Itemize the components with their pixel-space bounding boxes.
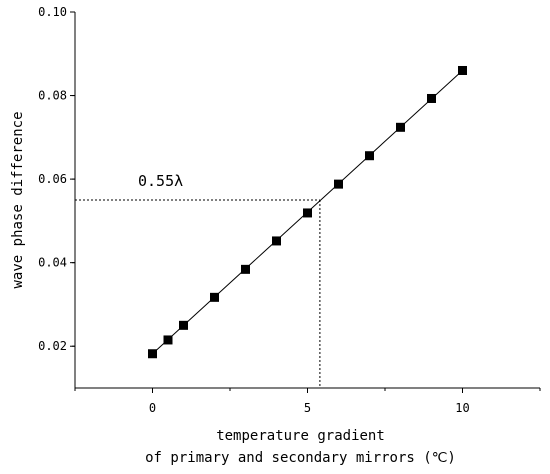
data-point	[163, 335, 173, 345]
reference-lines: 0.55λ	[75, 172, 321, 388]
x-axis-title-line2: of primary and secondary mirrors (℃)	[145, 450, 456, 466]
y-axis-title: wave phase difference	[10, 111, 26, 288]
data-points	[148, 65, 467, 359]
x-axis-title-line1: temperature gradient	[216, 428, 385, 444]
x-tick-label: 0	[149, 401, 156, 415]
y-tick-label: 0.02	[38, 339, 67, 353]
data-point	[241, 264, 250, 274]
labels: temperature gradient of primary and secon…	[10, 111, 456, 466]
y-tick-label: 0.06	[38, 172, 67, 186]
x-tick-label: 10	[455, 401, 469, 415]
data-point	[148, 349, 157, 359]
data-point	[334, 179, 343, 189]
data-point	[272, 236, 281, 246]
data-point	[396, 122, 405, 132]
x-tick-label: 5	[304, 401, 311, 415]
y-tick-label: 0.08	[38, 89, 67, 103]
data-point	[179, 320, 188, 330]
ticks: 0.02 0.04 0.06 0.08 0.10 0 5 10	[38, 5, 541, 415]
y-tick-label: 0.04	[38, 256, 67, 270]
data-point	[303, 208, 312, 218]
data-point	[427, 93, 436, 103]
data-point	[365, 151, 374, 161]
data-point	[210, 292, 219, 302]
data-point	[458, 65, 467, 75]
reference-annotation: 0.55λ	[138, 172, 183, 190]
y-tick-label: 0.10	[38, 5, 67, 19]
